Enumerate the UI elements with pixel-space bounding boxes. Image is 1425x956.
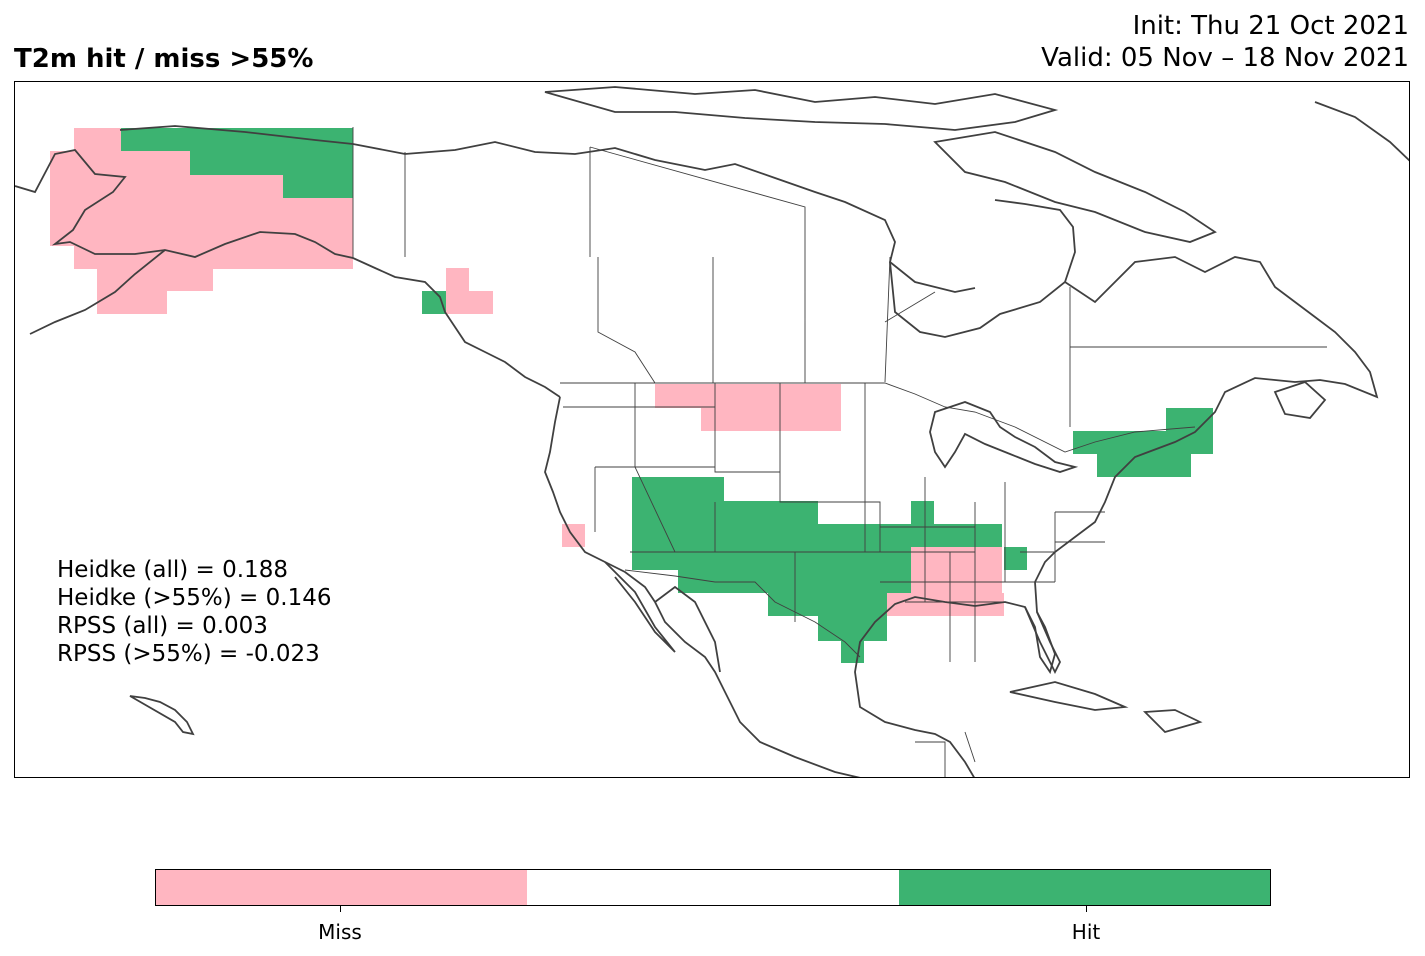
rpss-all: RPSS (all) = 0.003 — [57, 613, 268, 639]
hit-cell — [632, 524, 1002, 547]
miss-cell — [97, 269, 213, 291]
skill-scores: Heidke (all) = 0.188 Heidke (>55%) = 0.1… — [57, 556, 331, 668]
miss-cell — [887, 570, 1002, 593]
arctic-islands — [544, 86, 1059, 131]
gulf-of-california — [654, 585, 721, 673]
rpss-55: RPSS (>55%) = -0.023 — [57, 641, 320, 667]
miss-cell — [74, 246, 353, 269]
us-mexico-border — [624, 569, 861, 658]
alaska-coast — [15, 149, 561, 398]
miss-cell — [446, 291, 493, 314]
baja-california — [604, 561, 676, 653]
colorbar-miss — [156, 870, 528, 905]
hit-cell — [190, 151, 353, 175]
hit-miss-cells — [50, 128, 1213, 663]
colorbar — [155, 869, 1271, 906]
map-panel — [14, 81, 1410, 778]
political-borders — [352, 127, 1327, 777]
us-state-grid — [563, 383, 1105, 662]
map-canvas — [15, 86, 1409, 777]
hit-cell — [818, 616, 887, 641]
heidke-all: Heidke (all) = 0.188 — [57, 557, 288, 583]
hit-cell — [841, 641, 864, 663]
east-coast — [854, 256, 1379, 777]
hit-cell — [632, 477, 724, 501]
hit-cell — [632, 547, 911, 570]
miss-cell — [911, 547, 1002, 570]
colorbar-label-hit: Hit — [1071, 920, 1101, 944]
miss-cell — [701, 408, 841, 431]
canada-us-border — [560, 382, 1196, 453]
hispaniola — [1142, 709, 1203, 734]
newfoundland — [1273, 380, 1327, 419]
colorbar-hit — [898, 870, 1270, 905]
miss-cell — [446, 268, 469, 291]
cuba — [1009, 681, 1129, 711]
miss-cell — [97, 291, 167, 314]
init-date: Init: Thu 21 Oct 2021 — [1132, 11, 1409, 41]
hit-cell — [121, 128, 353, 151]
miss-cell — [74, 128, 121, 151]
valid-period: Valid: 05 Nov – 18 Nov 2021 — [1041, 43, 1409, 73]
hit-cell — [678, 570, 911, 593]
mexico-central-america — [915, 731, 976, 777]
west-coast — [544, 396, 861, 777]
colorbar-neutral — [527, 870, 899, 905]
florida — [1024, 606, 1056, 675]
miss-cell — [50, 198, 353, 221]
alaska-peninsula — [29, 249, 166, 335]
hawaii — [129, 695, 195, 736]
greenland-edge — [1314, 101, 1409, 162]
colorbar-tick-hit — [1086, 906, 1087, 912]
hit-cell — [283, 175, 353, 198]
hit-cell — [911, 501, 934, 524]
hit-cell — [768, 593, 887, 616]
canada-provinces — [404, 146, 1327, 427]
colorbar-label-miss: Miss — [318, 920, 362, 944]
hit-cell — [632, 501, 818, 524]
date-info: Init: Thu 21 Oct 2021 Valid: 05 Nov – 18… — [1041, 10, 1409, 74]
great-lakes — [929, 401, 1079, 473]
colorbar-tick-miss — [340, 906, 341, 912]
arctic-coast — [119, 125, 976, 293]
hit-cell — [1097, 454, 1191, 477]
hit-cell — [1073, 431, 1213, 454]
miss-cell — [50, 151, 190, 175]
heidke-55: Heidke (>55%) = 0.146 — [57, 585, 332, 611]
coastlines — [15, 86, 1409, 777]
miss-cell — [50, 175, 283, 198]
miss-cell — [50, 221, 353, 246]
miss-cell — [655, 384, 841, 408]
hit-cell — [1004, 547, 1027, 570]
map-title: T2m hit / miss >55% — [14, 44, 314, 74]
hudson-bay — [889, 199, 1076, 338]
baffin-island — [933, 131, 1217, 243]
